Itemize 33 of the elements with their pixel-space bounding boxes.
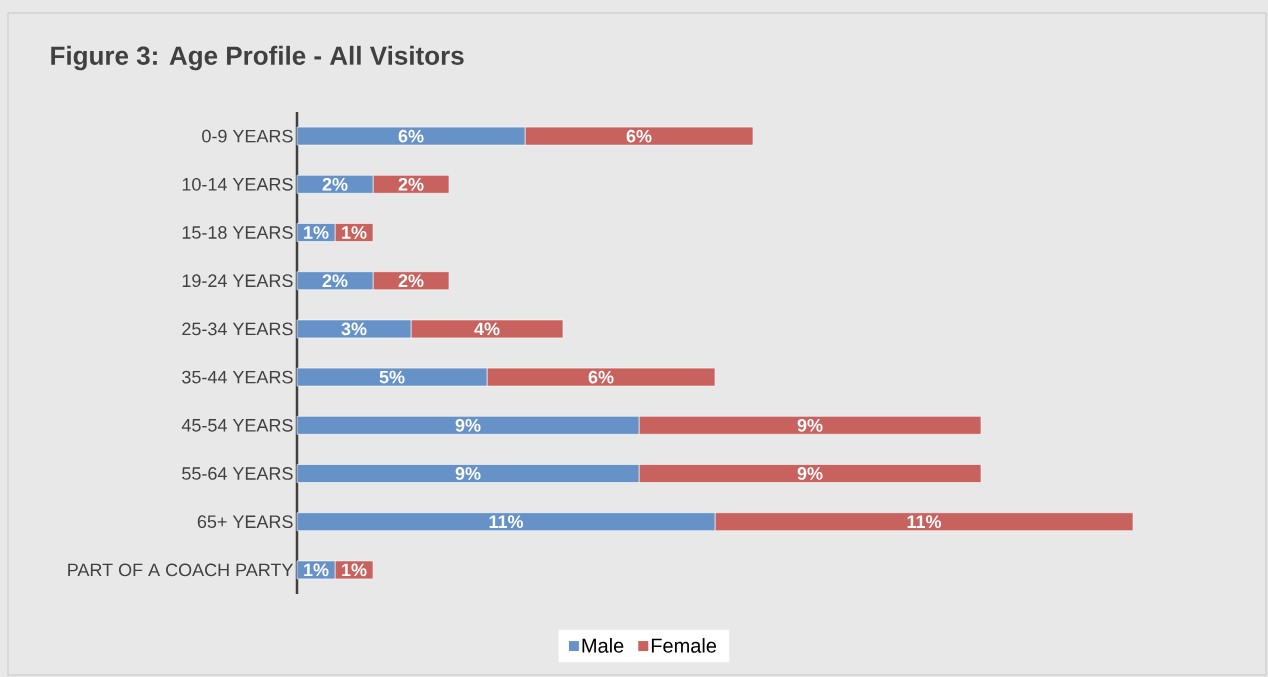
y-tick-label: 25-34 YEARS [182, 322, 293, 336]
y-tick-label: 35-44 YEARS [182, 370, 293, 384]
data-label: 9% [797, 467, 823, 480]
data-label: 9% [455, 467, 481, 480]
y-tick-label: 45-54 YEARS [181, 418, 293, 432]
data-label: 6% [588, 370, 614, 384]
data-label: 1% [304, 226, 329, 239]
y-tick-label: 19-24 YEARS [182, 274, 293, 288]
data-label: 9% [455, 418, 481, 432]
legend-label: Female [651, 638, 717, 653]
y-tick-label: 0-9 YEARS [202, 129, 293, 143]
data-label: 1% [342, 563, 367, 577]
y-tick-label: PART OF A COACH PARTY [68, 563, 294, 577]
data-label: 3% [341, 322, 367, 336]
y-tick-label: 55-64 YEARS [182, 467, 293, 480]
y-tick-label: 65+ YEARS [197, 515, 293, 529]
data-label: 6% [626, 129, 652, 143]
data-label: 1% [342, 226, 367, 239]
data-label: 11% [907, 515, 942, 529]
data-label: 2% [322, 274, 348, 288]
data-label: 9% [797, 418, 823, 432]
data-label: 11% [489, 515, 524, 529]
chart-title: Figure 3: Age Profile - All Visitors [51, 45, 464, 71]
legend-label: Male [582, 638, 624, 653]
y-tick-label: 10-14 YEARS [182, 177, 293, 191]
y-tick-label: 15-18 YEARS [182, 226, 293, 239]
data-label: 5% [379, 370, 405, 384]
data-label: 2% [322, 177, 348, 191]
data-label: 1% [304, 563, 329, 577]
data-label: 6% [398, 129, 424, 143]
data-label: 2% [398, 177, 424, 191]
data-label: 2% [398, 274, 424, 288]
data-label: 4% [474, 322, 500, 336]
